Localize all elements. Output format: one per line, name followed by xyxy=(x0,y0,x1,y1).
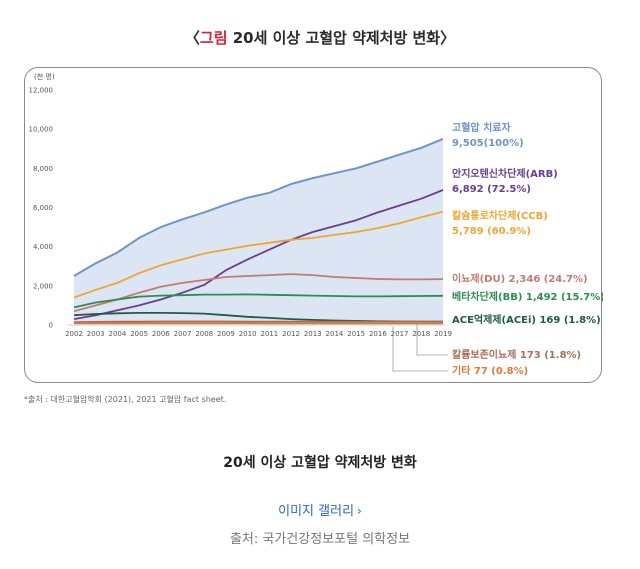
x-tick-label: 2003 xyxy=(87,330,105,338)
x-tick-label: 2017 xyxy=(391,330,409,338)
y-tick-label: 4,000 xyxy=(33,243,53,251)
series-label-4: 베타차단제(BB) 1,492 (15.7%) xyxy=(452,290,603,303)
y-unit-label: (천 명) xyxy=(34,72,55,81)
leader-line-7 xyxy=(392,326,448,372)
x-tick-label: 2016 xyxy=(369,330,387,338)
title-text: 20세 이상 고혈압 약제처방 변화 xyxy=(227,29,441,47)
title-bracket-close: 〉 xyxy=(440,29,456,47)
y-tick-label: 6,000 xyxy=(33,204,53,212)
x-tick-label: 2011 xyxy=(260,330,278,338)
credit-text: 출처: 국가건강정보포털 의학정보 xyxy=(229,532,411,547)
figure-caption: 20세 이상 고혈압 약제처방 변화 xyxy=(223,455,417,471)
series-value-1: 6,892 (72.5%) xyxy=(452,184,531,195)
x-tick-label: 2015 xyxy=(347,330,365,338)
series-value-2: 5,789 (60.9%) xyxy=(452,226,531,237)
series-line-0 xyxy=(73,137,444,277)
x-tick-label: 2014 xyxy=(326,330,344,338)
x-tick-label: 2005 xyxy=(130,330,148,338)
y-tick-label: 10,000 xyxy=(29,126,54,134)
chart-frame: (천 명) 0 2,000 4,000 6,000 8,000 10,000 12,000 20… xyxy=(24,67,604,383)
y-tick-label: 0 xyxy=(49,322,53,330)
series-value-0: 9,505(100%) xyxy=(452,138,524,149)
series-name-2: 칼슘통로차단제(CCB) xyxy=(452,209,548,222)
figure-title: 〈그림 20세 이상 고혈압 약제처방 변화〉 xyxy=(0,27,640,48)
series-line-6 xyxy=(73,320,443,323)
series-label-7: 기타 77 (0.8%) xyxy=(452,364,528,377)
series-label-6: 칼륨보존이뇨제 173 (1.8%) xyxy=(452,348,581,361)
source-note: *출처 : 대한고혈압학회 (2021), 2021 고혈압 fact shee… xyxy=(24,395,227,404)
x-tick-label: 2004 xyxy=(108,330,126,338)
x-tick-label: 2018 xyxy=(412,330,430,338)
series-label-3: 이뇨제(DU) 2,346 (24.7%) xyxy=(452,272,588,285)
title-bracket-open: 〈 xyxy=(184,29,200,47)
x-tick-label: 2002 xyxy=(65,330,83,338)
x-tick-label: 2009 xyxy=(217,330,235,338)
series-name-0: 고혈압 치료자 xyxy=(452,121,511,134)
x-tick-label: 2012 xyxy=(282,330,300,338)
series-line-4 xyxy=(73,293,444,309)
image-gallery-link[interactable]: 이미지 갤러리 › xyxy=(0,500,640,519)
y-tick-label: 8,000 xyxy=(33,165,53,173)
chevron-right-icon: › xyxy=(357,504,362,518)
title-accent: 그림 xyxy=(199,29,228,47)
series-line-2 xyxy=(73,210,444,299)
x-tick-label: 2019 xyxy=(434,330,452,338)
y-tick-label: 2,000 xyxy=(33,282,53,290)
x-tick-label: 2006 xyxy=(152,330,170,338)
y-tick-label: 12,000 xyxy=(29,87,54,95)
series-line-3 xyxy=(73,273,444,313)
x-tick-label: 2013 xyxy=(304,330,322,338)
image-gallery-label: 이미지 갤러리 xyxy=(278,504,355,519)
leader-line-6 xyxy=(416,324,448,356)
series-line-1 xyxy=(73,189,444,320)
series-name-1: 안지오텐신차단제(ARB) xyxy=(452,167,558,180)
series-label-5: ACE억제제(ACEi) 169 (1.8%) xyxy=(452,313,601,326)
x-tick-label: 2010 xyxy=(239,330,257,338)
x-tick-label: 2008 xyxy=(195,330,213,338)
x-tick-label: 2007 xyxy=(174,330,192,338)
line-chart: (천 명) 0 2,000 4,000 6,000 8,000 10,000 12,000 20… xyxy=(29,72,604,377)
